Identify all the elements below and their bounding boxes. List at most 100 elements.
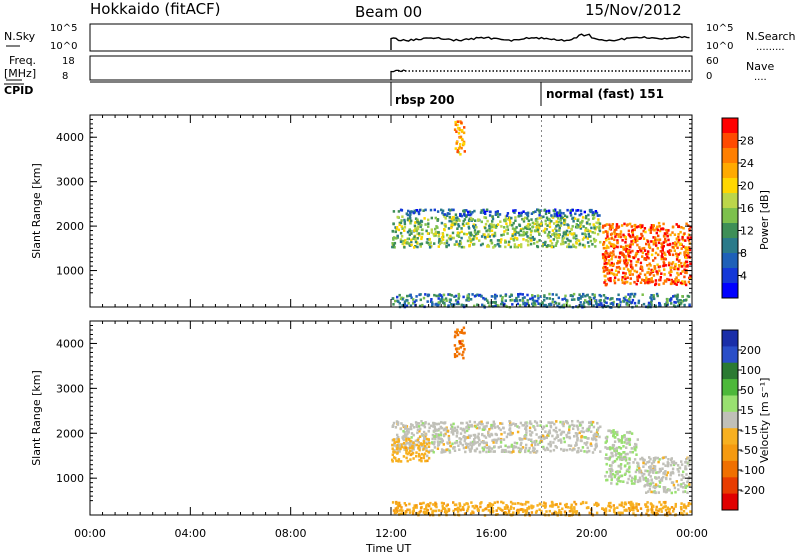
data-cell <box>668 243 671 247</box>
data-cell <box>525 230 529 234</box>
data-cell <box>613 276 617 279</box>
data-cell <box>673 266 676 270</box>
data-cell <box>448 216 451 219</box>
data-cell <box>627 252 630 256</box>
data-cell <box>512 450 515 453</box>
data-cell <box>542 447 546 451</box>
data-cell <box>665 488 669 492</box>
data-cell <box>406 432 409 436</box>
data-cell <box>433 242 436 245</box>
data-cell <box>403 448 406 451</box>
data-cell <box>427 222 430 225</box>
data-cell <box>650 277 653 280</box>
data-cell <box>449 238 452 241</box>
data-cell <box>440 438 443 441</box>
data-cell <box>543 506 547 509</box>
data-cell <box>396 452 399 455</box>
data-cell <box>654 251 658 255</box>
data-cell <box>561 239 564 243</box>
data-cell <box>607 262 610 265</box>
data-cell <box>606 447 609 450</box>
data-cell <box>405 434 408 437</box>
data-cell <box>613 475 616 479</box>
data-cell <box>525 239 528 242</box>
colorbar-tick-label: -15 <box>740 424 758 437</box>
data-cell <box>469 240 473 244</box>
data-cell <box>603 269 606 273</box>
data-cell <box>682 226 685 230</box>
freq-label: Freq. <box>9 54 36 67</box>
data-cell <box>686 246 689 249</box>
data-cell <box>623 502 626 505</box>
data-cell <box>452 208 455 212</box>
data-cell <box>656 228 660 232</box>
data-cell <box>458 437 461 440</box>
data-cell <box>415 451 418 454</box>
data-cell <box>403 302 406 305</box>
data-cell <box>609 447 612 451</box>
data-cell <box>547 442 550 446</box>
data-cell <box>416 220 420 224</box>
data-cell <box>685 484 689 488</box>
data-cell <box>539 302 542 306</box>
data-cell <box>460 331 463 334</box>
data-cell <box>550 214 553 217</box>
data-cell <box>526 299 529 302</box>
data-cell <box>558 428 561 432</box>
data-cell <box>410 243 413 247</box>
data-cell <box>610 237 613 240</box>
data-cell <box>676 255 679 259</box>
data-cell <box>539 295 542 298</box>
data-cell <box>430 424 433 428</box>
data-cell <box>441 233 445 236</box>
data-cell <box>610 482 613 485</box>
colorbar-swatch <box>722 163 738 179</box>
data-cell <box>473 231 477 234</box>
data-cell <box>572 232 575 235</box>
data-cell <box>497 242 500 246</box>
data-cell <box>662 227 665 231</box>
data-cell <box>604 474 607 478</box>
data-cell <box>669 249 673 253</box>
data-cell <box>564 505 568 509</box>
data-cell <box>490 223 494 227</box>
data-cell <box>599 425 602 429</box>
data-cell <box>652 469 655 472</box>
data-cell <box>410 296 413 300</box>
data-cell <box>414 217 418 220</box>
data-cell <box>688 246 691 249</box>
data-cell <box>612 508 616 512</box>
data-cell <box>661 243 664 247</box>
data-cell <box>587 428 590 431</box>
data-cell <box>540 221 543 224</box>
data-cell <box>410 238 413 242</box>
data-cell <box>556 223 560 227</box>
data-cell <box>644 281 647 285</box>
data-cell <box>413 229 416 232</box>
data-cell <box>657 491 660 494</box>
data-cell <box>456 216 459 219</box>
data-cell <box>581 238 585 241</box>
data-cell <box>421 422 425 425</box>
data-cell <box>638 469 641 472</box>
data-cell <box>655 231 658 235</box>
data-cell <box>514 502 517 505</box>
data-cell <box>588 235 591 238</box>
data-cell <box>669 512 672 516</box>
data-cell <box>461 339 464 343</box>
data-cell <box>633 506 636 509</box>
data-cell <box>545 297 549 300</box>
data-cell <box>649 226 653 229</box>
data-cell <box>686 265 689 268</box>
data-cell <box>538 227 541 230</box>
data-cell <box>582 430 585 434</box>
data-cell <box>423 511 427 515</box>
data-cell <box>554 445 557 448</box>
data-cell <box>654 236 657 239</box>
data-cell <box>559 211 563 215</box>
data-cell <box>616 472 619 476</box>
data-cell <box>511 227 515 230</box>
data-cell <box>545 436 548 439</box>
data-cell <box>684 256 688 259</box>
colorbar-swatch <box>722 268 738 284</box>
